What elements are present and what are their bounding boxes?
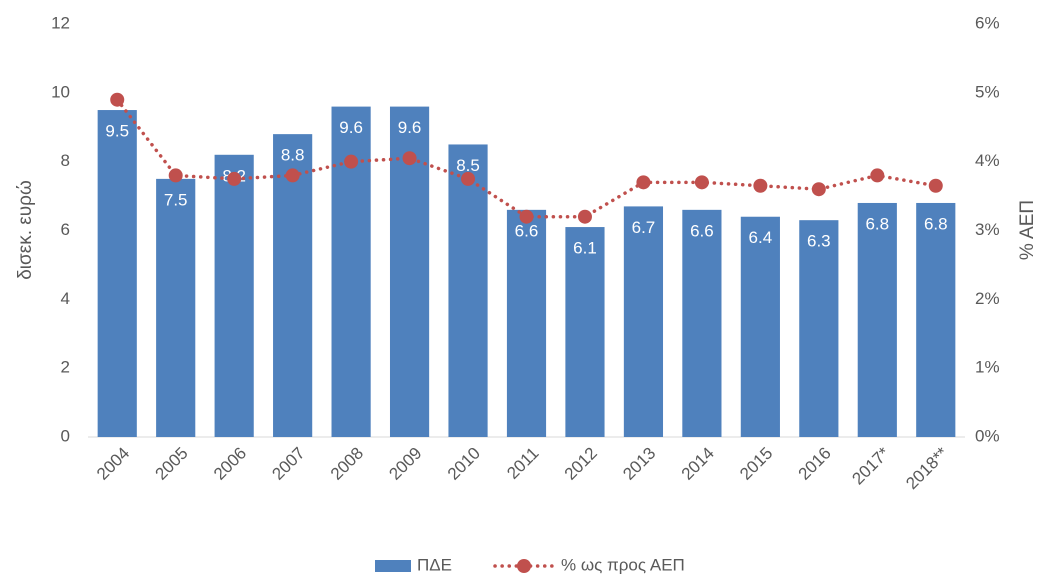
bar [273,134,313,437]
data-label: 6.8 [924,214,948,233]
y2-axis-title: % ΑΕΠ [1017,200,1038,260]
data-label: 9.5 [105,122,129,141]
data-label: 6.8 [865,214,889,233]
data-label: 7.5 [164,190,188,209]
bar [214,154,254,438]
line-marker [461,171,476,186]
data-label: 6.6 [515,221,539,240]
y2-tick-label: 4% [975,151,1000,170]
bar [97,110,137,438]
x-tick-label: 2009 [385,444,425,484]
x-tick-label: 2014 [678,444,718,484]
line-marker [344,154,359,169]
line-marker [636,175,651,190]
y-tick-label: 4 [61,289,70,308]
line-marker [168,168,183,183]
data-label: 8.5 [456,156,480,175]
line-marker [285,168,300,183]
data-label: 6.4 [749,228,773,247]
x-tick-label: 2011 [503,444,542,483]
line-marker [402,151,417,166]
line-marker [227,171,242,186]
y2-tick-label: 2% [975,289,1000,308]
y-axis-title: δισεκ. ευρώ [15,180,36,280]
data-label: 6.3 [807,232,831,251]
legend-label: ΠΔΕ [417,555,452,574]
data-label: 9.6 [398,118,422,137]
bar [916,202,956,437]
y-tick-label: 6 [61,220,70,239]
line-marker [753,178,768,193]
bar [506,209,547,437]
bar [799,220,839,437]
bar [156,178,196,437]
x-tick-label: 2018** [902,443,952,493]
legend-marker [517,559,531,573]
y-tick-label: 12 [51,13,70,32]
x-tick-label: 2017* [848,443,893,488]
x-tick-label: 2012 [561,444,601,484]
legend-label: % ως προς ΑΕΠ [561,555,685,574]
y-tick-label: 2 [61,358,70,377]
bar [857,202,897,437]
y-tick-label: 10 [51,82,70,101]
x-tick-label: 2008 [327,444,367,484]
data-label: 6.7 [632,218,656,237]
line-marker [694,175,709,190]
bar [623,206,664,437]
line-marker [811,182,826,197]
bar [740,216,780,437]
y2-tick-label: 5% [975,82,1000,101]
line-marker [577,209,592,224]
data-label: 8.8 [281,146,305,165]
data-label: 6.1 [573,239,597,258]
data-label: 9.6 [339,118,363,137]
bar [448,144,488,438]
y2-tick-label: 3% [975,220,1000,239]
data-label: 6.6 [690,221,714,240]
line-marker [519,209,534,224]
x-tick-label: 2013 [619,444,659,484]
y2-tick-label: 0% [975,426,1000,445]
bar [682,209,722,437]
y-tick-label: 0 [61,426,70,445]
x-tick-label: 2010 [444,444,484,484]
line-marker [870,168,885,183]
x-tick-label: 2015 [736,444,776,484]
line-marker [110,92,125,107]
x-tick-label: 2005 [152,444,192,484]
x-tick-label: 2016 [795,444,835,484]
x-tick-label: 2007 [268,444,308,484]
x-tick-label: 2006 [210,444,250,484]
bar [565,227,605,437]
y2-tick-label: 1% [975,358,1000,377]
line-marker [928,178,943,193]
y-tick-label: 8 [61,151,70,170]
legend-swatch [375,560,411,572]
y2-tick-label: 6% [975,13,1000,32]
x-tick-label: 2004 [93,444,133,484]
